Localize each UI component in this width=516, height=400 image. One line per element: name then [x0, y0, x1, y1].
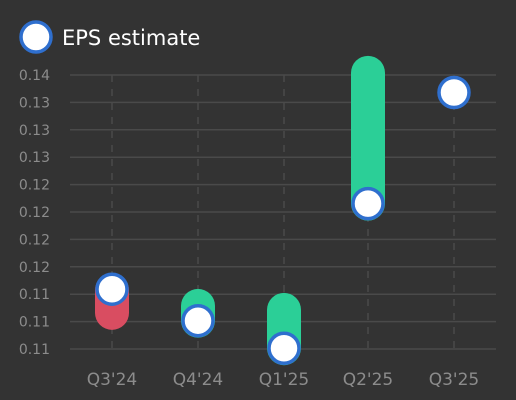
x-tick-label: Q4'24: [173, 370, 224, 390]
estimate-point[interactable]: [181, 303, 215, 338]
estimate-point[interactable]: [267, 331, 301, 365]
estimate-point[interactable]: [351, 186, 385, 221]
x-tick-label: Q3'24: [87, 370, 138, 390]
y-tick-label: 0.11: [19, 315, 50, 331]
y-tick-label: 0.12: [19, 205, 50, 221]
y-tick-label: 0.11: [19, 287, 50, 303]
x-axis: Q3'24 Q4'24 Q1'25 Q2'25 Q3'25: [87, 370, 480, 390]
y-axis: 0.11 0.11 0.11 0.12 0.12 0.12 0.12 0.13 0.13 0.13…: [19, 68, 50, 358]
x-tick-label: Q1'25: [259, 370, 310, 390]
y-tick-label: 0.14: [19, 68, 50, 84]
y-tick-label: 0.12: [19, 178, 50, 194]
legend-marker-icon: [19, 20, 53, 54]
y-tick-label: 0.12: [19, 232, 50, 248]
estimate-point[interactable]: [437, 75, 471, 110]
y-tick-label: 0.13: [19, 123, 50, 139]
y-tick-label: 0.11: [19, 342, 50, 358]
legend-label: EPS estimate: [62, 26, 200, 50]
estimate-markers: [95, 75, 471, 365]
range-bar: [351, 55, 385, 221]
y-tick-label: 0.12: [19, 260, 50, 276]
x-tick-label: Q2'25: [343, 370, 394, 390]
y-tick-label: 0.13: [19, 150, 50, 166]
x-tick-label: Q3'25: [429, 370, 480, 390]
legend[interactable]: EPS estimate: [19, 20, 200, 54]
estimate-point[interactable]: [95, 272, 129, 306]
y-tick-label: 0.13: [19, 95, 50, 111]
